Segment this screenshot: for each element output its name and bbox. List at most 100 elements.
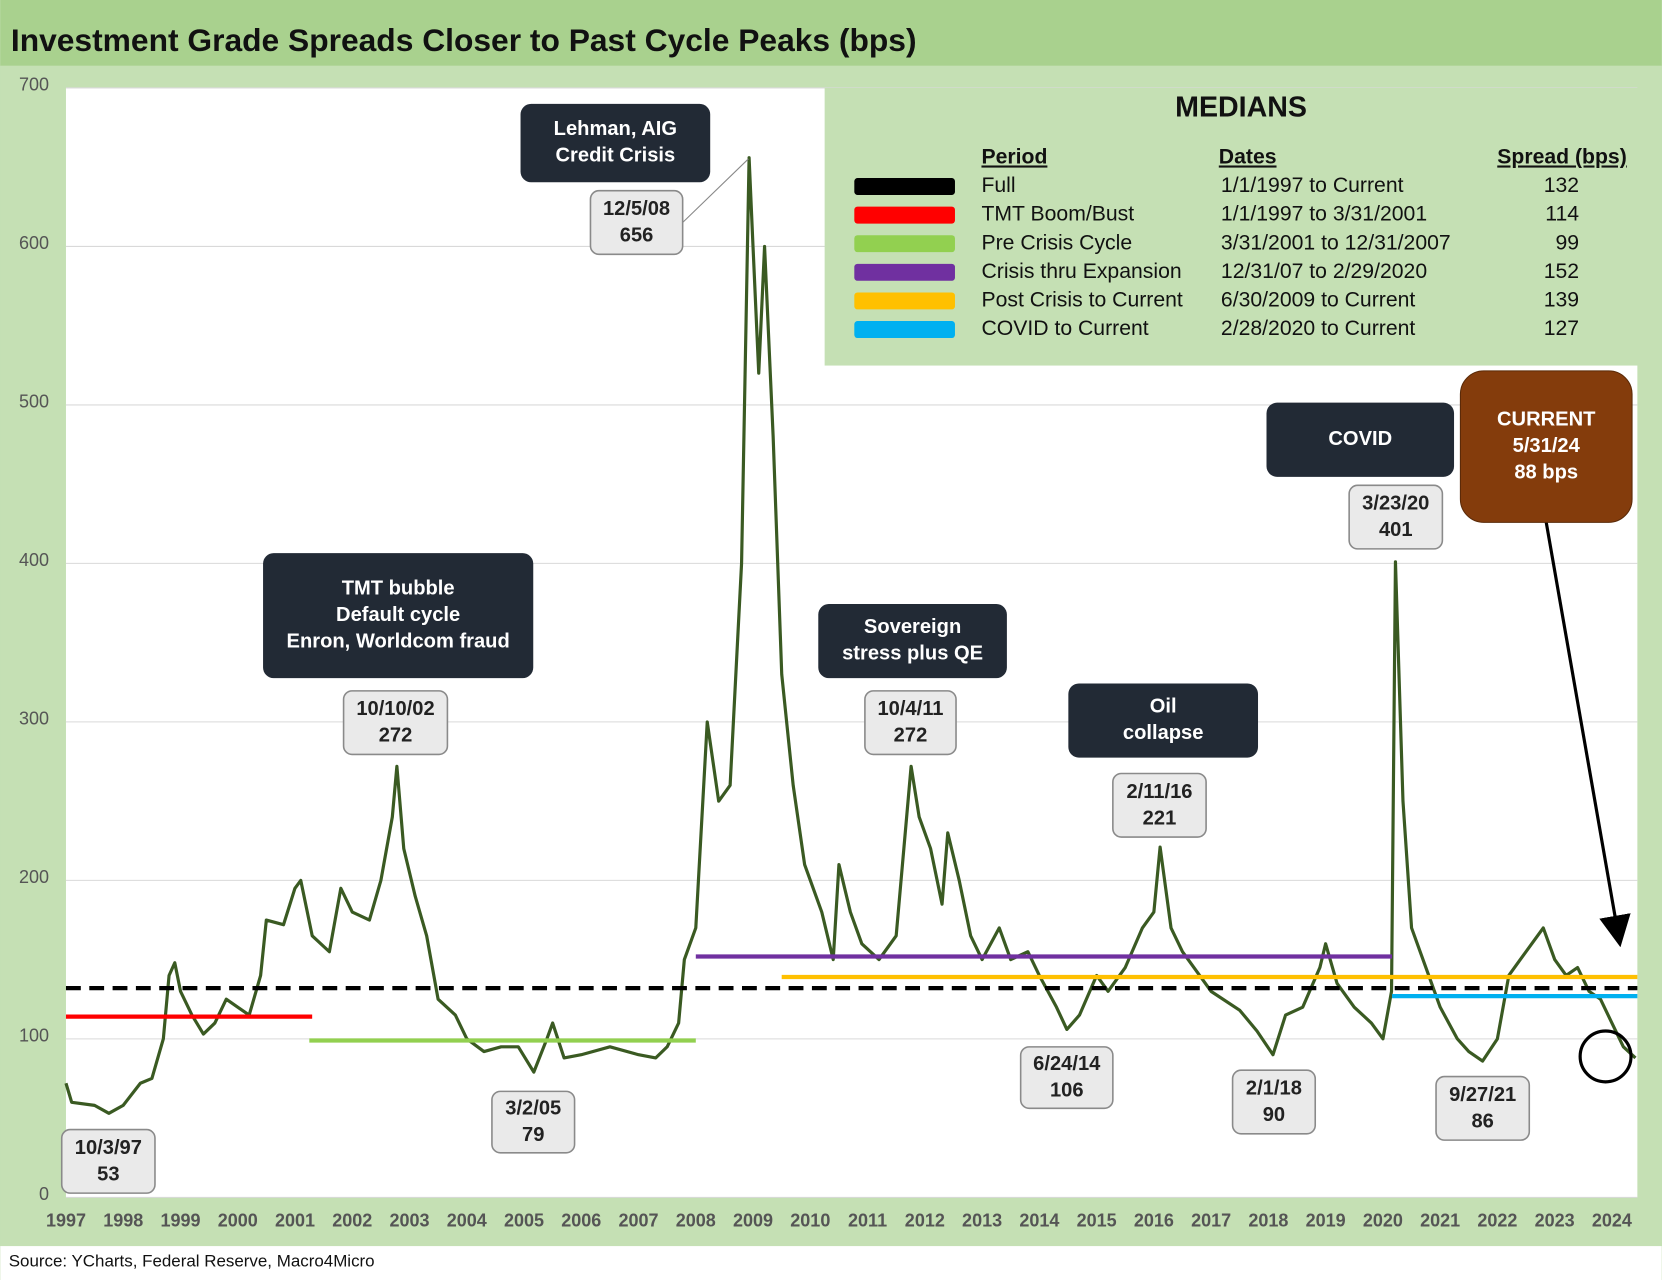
point-label-date: 3/2/05 [505,1098,561,1120]
callout-text: collapse [1123,722,1204,744]
point-label-date: 6/24/14 [1033,1053,1101,1075]
callout-text: Oil [1150,696,1177,718]
point-label-box [1019,1046,1114,1110]
x-tick-label: 2024 [1592,1210,1632,1230]
point-label-box [342,690,449,756]
source: Source: YCharts, Federal Reserve, Macro4… [9,1251,375,1270]
callout-text: 5/31/24 [1513,435,1581,457]
callout-box [520,103,711,183]
point-label-value: 656 [620,225,654,247]
callout-text: Enron, Worldcom fraud [287,630,510,652]
callout-box [263,553,534,679]
x-tick-label: 2007 [619,1210,659,1230]
x-tick-label: 2012 [905,1210,945,1230]
callout-box [1068,683,1259,758]
x-tick-label: 2018 [1248,1210,1288,1230]
legend-dates: 3/31/2001 to 12/31/2007 [1221,231,1451,254]
legend-header: Period [981,145,1047,168]
legend-swatch [854,235,955,253]
point-label-date: 9/27/21 [1449,1084,1516,1106]
x-tick-label: 1997 [46,1210,86,1230]
x-tick-label: 2020 [1363,1210,1403,1230]
y-tick-label: 600 [19,233,49,253]
callout-text: COVID [1328,428,1392,450]
callout-text: stress plus QE [842,643,983,665]
x-tick-label: 2001 [275,1210,315,1230]
x-tick-label: 2003 [389,1210,429,1230]
x-tick-label: 2009 [733,1210,773,1230]
callout-box [1459,370,1633,523]
callout-text: 88 bps [1514,461,1578,483]
legend-swatch [854,263,955,281]
callout-text: Lehman, AIG [554,118,677,140]
legend-title: MEDIANS [1175,92,1307,124]
legend-swatch [854,321,955,339]
legend-dates: 2/28/2020 to Current [1221,317,1415,340]
point-label-value: 401 [1379,519,1413,541]
legend-period: Post Crisis to Current [981,289,1182,312]
y-tick-label: 400 [19,550,49,570]
legend-panel [824,87,1662,366]
point-label-value: 90 [1263,1104,1285,1126]
point-label-box [1231,1069,1317,1135]
point-label-value: 221 [1143,807,1177,829]
legend-period: TMT Boom/Bust [981,203,1134,226]
x-tick-label: 2011 [848,1210,887,1230]
x-tick-label: 1998 [103,1210,143,1230]
x-tick-label: 2005 [504,1210,544,1230]
legend-swatch [854,178,955,195]
x-tick-label: 2023 [1535,1210,1575,1230]
legend-period: Full [981,174,1015,197]
x-tick-label: 2013 [962,1210,1002,1230]
y-tick-label: 300 [19,709,49,729]
point-label-date: 10/10/02 [356,698,434,720]
x-tick-label: 2008 [676,1210,716,1230]
title-bar [0,0,1662,66]
legend-dates: 1/1/1997 to Current [1221,174,1404,197]
highlight-circle [1578,1029,1633,1084]
x-tick-label: 2019 [1306,1210,1346,1230]
point-label-date: 12/5/08 [603,198,670,220]
point-label-date: 10/4/11 [877,698,943,720]
x-tick-label: 2002 [332,1210,372,1230]
x-tick-label: 2015 [1077,1210,1117,1230]
point-label-date: 3/23/20 [1362,493,1429,515]
legend-dates: 6/30/2009 to Current [1221,289,1415,312]
x-tick-label: 2016 [1134,1210,1174,1230]
legend-period: Crisis thru Expansion [981,260,1181,283]
point-label-box [1435,1075,1531,1141]
point-label-value: 272 [379,725,413,747]
point-label-value: 272 [894,725,928,747]
arrow [1544,522,1631,948]
x-tick-label: 2017 [1191,1210,1231,1230]
legend-period: COVID to Current [981,317,1148,340]
point-label-date: 10/3/97 [75,1137,142,1159]
callout-box [818,603,1007,679]
callout-text: CURRENT [1497,408,1596,430]
x-tick-label: 2006 [561,1210,601,1230]
x-tick-label: 2004 [447,1210,487,1230]
point-label-box [1348,484,1444,550]
point-label-box [589,189,684,256]
point-label-box [491,1090,576,1154]
x-tick-label: 2010 [790,1210,830,1230]
callout-text: Default cycle [336,604,460,626]
legend-swatch [854,292,955,310]
y-tick-label: 0 [39,1184,49,1204]
x-tick-label: 2022 [1477,1210,1517,1230]
x-tick-label: 2000 [218,1210,258,1230]
point-label-value: 53 [97,1163,119,1185]
x-tick-label: 1999 [160,1210,200,1230]
legend-header: Spread (bps) [1497,145,1627,168]
point-label-box [864,690,957,756]
connector [682,158,749,223]
point-label-date: 2/1/18 [1246,1078,1302,1100]
point-label-date: 2/11/16 [1126,781,1192,803]
legend-swatch [854,206,955,224]
legend-header: Dates [1219,145,1277,168]
legend-spread: 139 [1544,289,1579,312]
legend-dates: 12/31/07 to 2/29/2020 [1221,260,1427,283]
callout-text: TMT bubble [342,577,455,599]
y-tick-label: 100 [19,1025,49,1045]
